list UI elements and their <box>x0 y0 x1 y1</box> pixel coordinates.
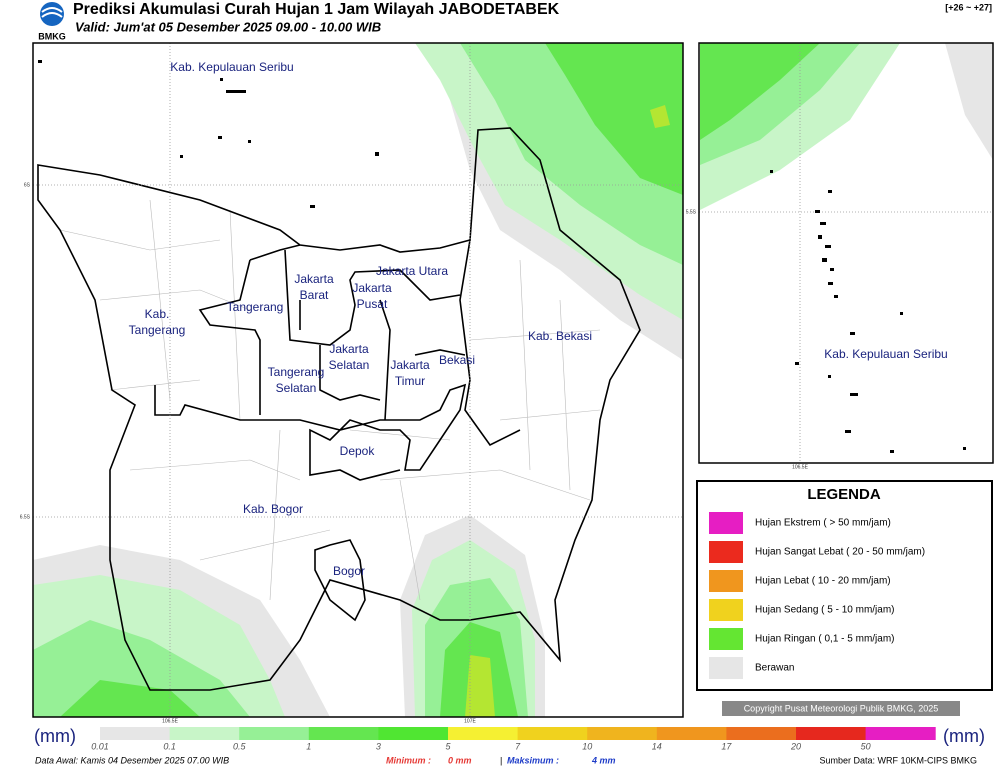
region-label: Kab. Kepulauan Seribu <box>170 60 293 74</box>
logo-text: BMKG <box>38 31 66 41</box>
colorbar-segment <box>517 727 588 740</box>
region-label: Bogor <box>333 564 365 578</box>
region-label: Jakarta <box>352 281 392 295</box>
max-value: 4 mm <box>591 755 616 765</box>
title: Prediksi Akumulasi Curah Hujan 1 Jam Wil… <box>73 1 560 18</box>
source: Sumber Data: WRF 10KM-CIPS BMKG <box>819 755 977 765</box>
legend-label: Hujan Sedang ( 5 - 10 mm/jam) <box>755 605 895 616</box>
colorbar-tick-label: 0.5 <box>233 741 247 751</box>
region-label: Tangerang <box>268 365 325 379</box>
legend-title: LEGENDA <box>807 486 881 503</box>
lat-tick: 5.5S <box>686 209 697 215</box>
region-label: Kab. <box>145 307 170 321</box>
colorbar-segment <box>656 727 727 740</box>
colorbar-tick-label: 20 <box>790 741 801 751</box>
min-value: 0 mm <box>448 755 472 765</box>
region-label: Kab. Kepulauan Seribu <box>824 347 947 361</box>
legend-label: Hujan Sangat Lebat ( 20 - 50 mm/jam) <box>755 547 925 558</box>
lat-tick: 6S <box>24 182 31 188</box>
separator: | <box>500 755 502 765</box>
time-range: [+26 ~ +27] <box>945 2 992 12</box>
legend-label: Hujan Ringan ( 0,1 - 5 mm/jam) <box>755 634 895 645</box>
colorbar-segment <box>239 727 310 740</box>
colorbar-tick-label: 14 <box>652 741 662 751</box>
colorbar-segment <box>100 727 171 740</box>
region-label: Kab. Bekasi <box>528 329 592 343</box>
unit-left: (mm) <box>34 726 76 746</box>
colorbar-tick-label: 0.01 <box>91 741 109 751</box>
colorbar: 0.01 0.1 0.5 1 3 5 7 10 14 17 20 50 <box>91 727 936 751</box>
colorbar-tick-label: 3 <box>376 741 381 751</box>
region-label: Jakarta Utara <box>376 264 448 278</box>
legend-swatch <box>709 512 743 534</box>
region-label: Selatan <box>276 381 317 395</box>
islands <box>38 60 379 208</box>
unit-right: (mm) <box>943 726 985 746</box>
legend-swatch <box>709 628 743 650</box>
legend-swatch <box>709 541 743 563</box>
lon-tick: 106.5E <box>162 718 179 724</box>
copyright-bg <box>722 701 960 716</box>
legend-label: Berawan <box>755 663 794 674</box>
colorbar-tick-label: 10 <box>582 741 592 751</box>
legend-swatch <box>709 599 743 621</box>
colorbar-segment <box>308 727 379 740</box>
region-label: Timur <box>395 374 425 388</box>
colorbar-segment <box>865 727 936 740</box>
colorbar-tick-label: 1 <box>306 741 311 751</box>
lon-tick: 107E <box>464 718 476 724</box>
max-label: Maksimum : <box>507 755 559 765</box>
region-label: Pusat <box>357 297 388 311</box>
lon-tick: 106.5E <box>792 464 809 470</box>
subtitle: Valid: Jum'at 05 Desember 2025 09.00 - 1… <box>75 19 381 34</box>
region-label: Depok <box>340 444 376 458</box>
region-label: Jakarta <box>329 342 369 356</box>
legend-label: Hujan Lebat ( 10 - 20 mm/jam) <box>755 576 891 587</box>
bmkg-logo: BMKG <box>38 2 66 41</box>
legend: LEGENDA Hujan Ekstrem ( > 50 mm/jam) Huja… <box>696 480 993 691</box>
colorbar-segment <box>169 727 240 740</box>
region-label: Jakarta <box>294 272 334 286</box>
colorbar-segment <box>448 727 519 740</box>
colorbar-tick-label: 5 <box>445 741 451 751</box>
colorbar-tick-label: 17 <box>721 741 732 751</box>
region-label: Kab. Bogor <box>243 502 303 516</box>
copyright: Copyright Pusat Meteorologi Publik BMKG,… <box>744 703 939 713</box>
region-label: Tangerang <box>129 323 186 337</box>
region-label: Barat <box>300 288 329 302</box>
colorbar-segment <box>796 727 867 740</box>
min-label: Minimum : <box>386 755 431 765</box>
colorbar-segment <box>726 727 797 740</box>
region-label: Selatan <box>329 358 370 372</box>
legend-swatch <box>709 570 743 592</box>
inset-map: 5.5S 106.5E Kab. Kepulauan Seribu <box>686 42 994 470</box>
colorbar-tick-label: 50 <box>861 741 871 751</box>
colorbar-segment <box>587 727 658 740</box>
region-label: Bekasi <box>439 353 475 367</box>
colorbar-segment <box>378 727 449 740</box>
region-label: Jakarta <box>390 358 430 372</box>
main-map: 6S 6.5S 106.5E 107E Kab. Kepulauan Serib… <box>20 42 684 724</box>
data-awal: Data Awal: Kamis 04 Desember 2025 07.00 … <box>35 755 229 765</box>
lat-tick: 6.5S <box>20 514 31 520</box>
region-labels: Kab. Kepulauan Seribu Jakarta Utara Jakart… <box>129 60 592 578</box>
legend-label: Hujan Ekstrem ( > 50 mm/jam) <box>755 518 891 529</box>
region-label: Tangerang <box>227 300 284 314</box>
colorbar-tick-label: 7 <box>515 741 521 751</box>
legend-swatch <box>709 657 743 679</box>
colorbar-tick-label: 0.1 <box>163 741 176 751</box>
